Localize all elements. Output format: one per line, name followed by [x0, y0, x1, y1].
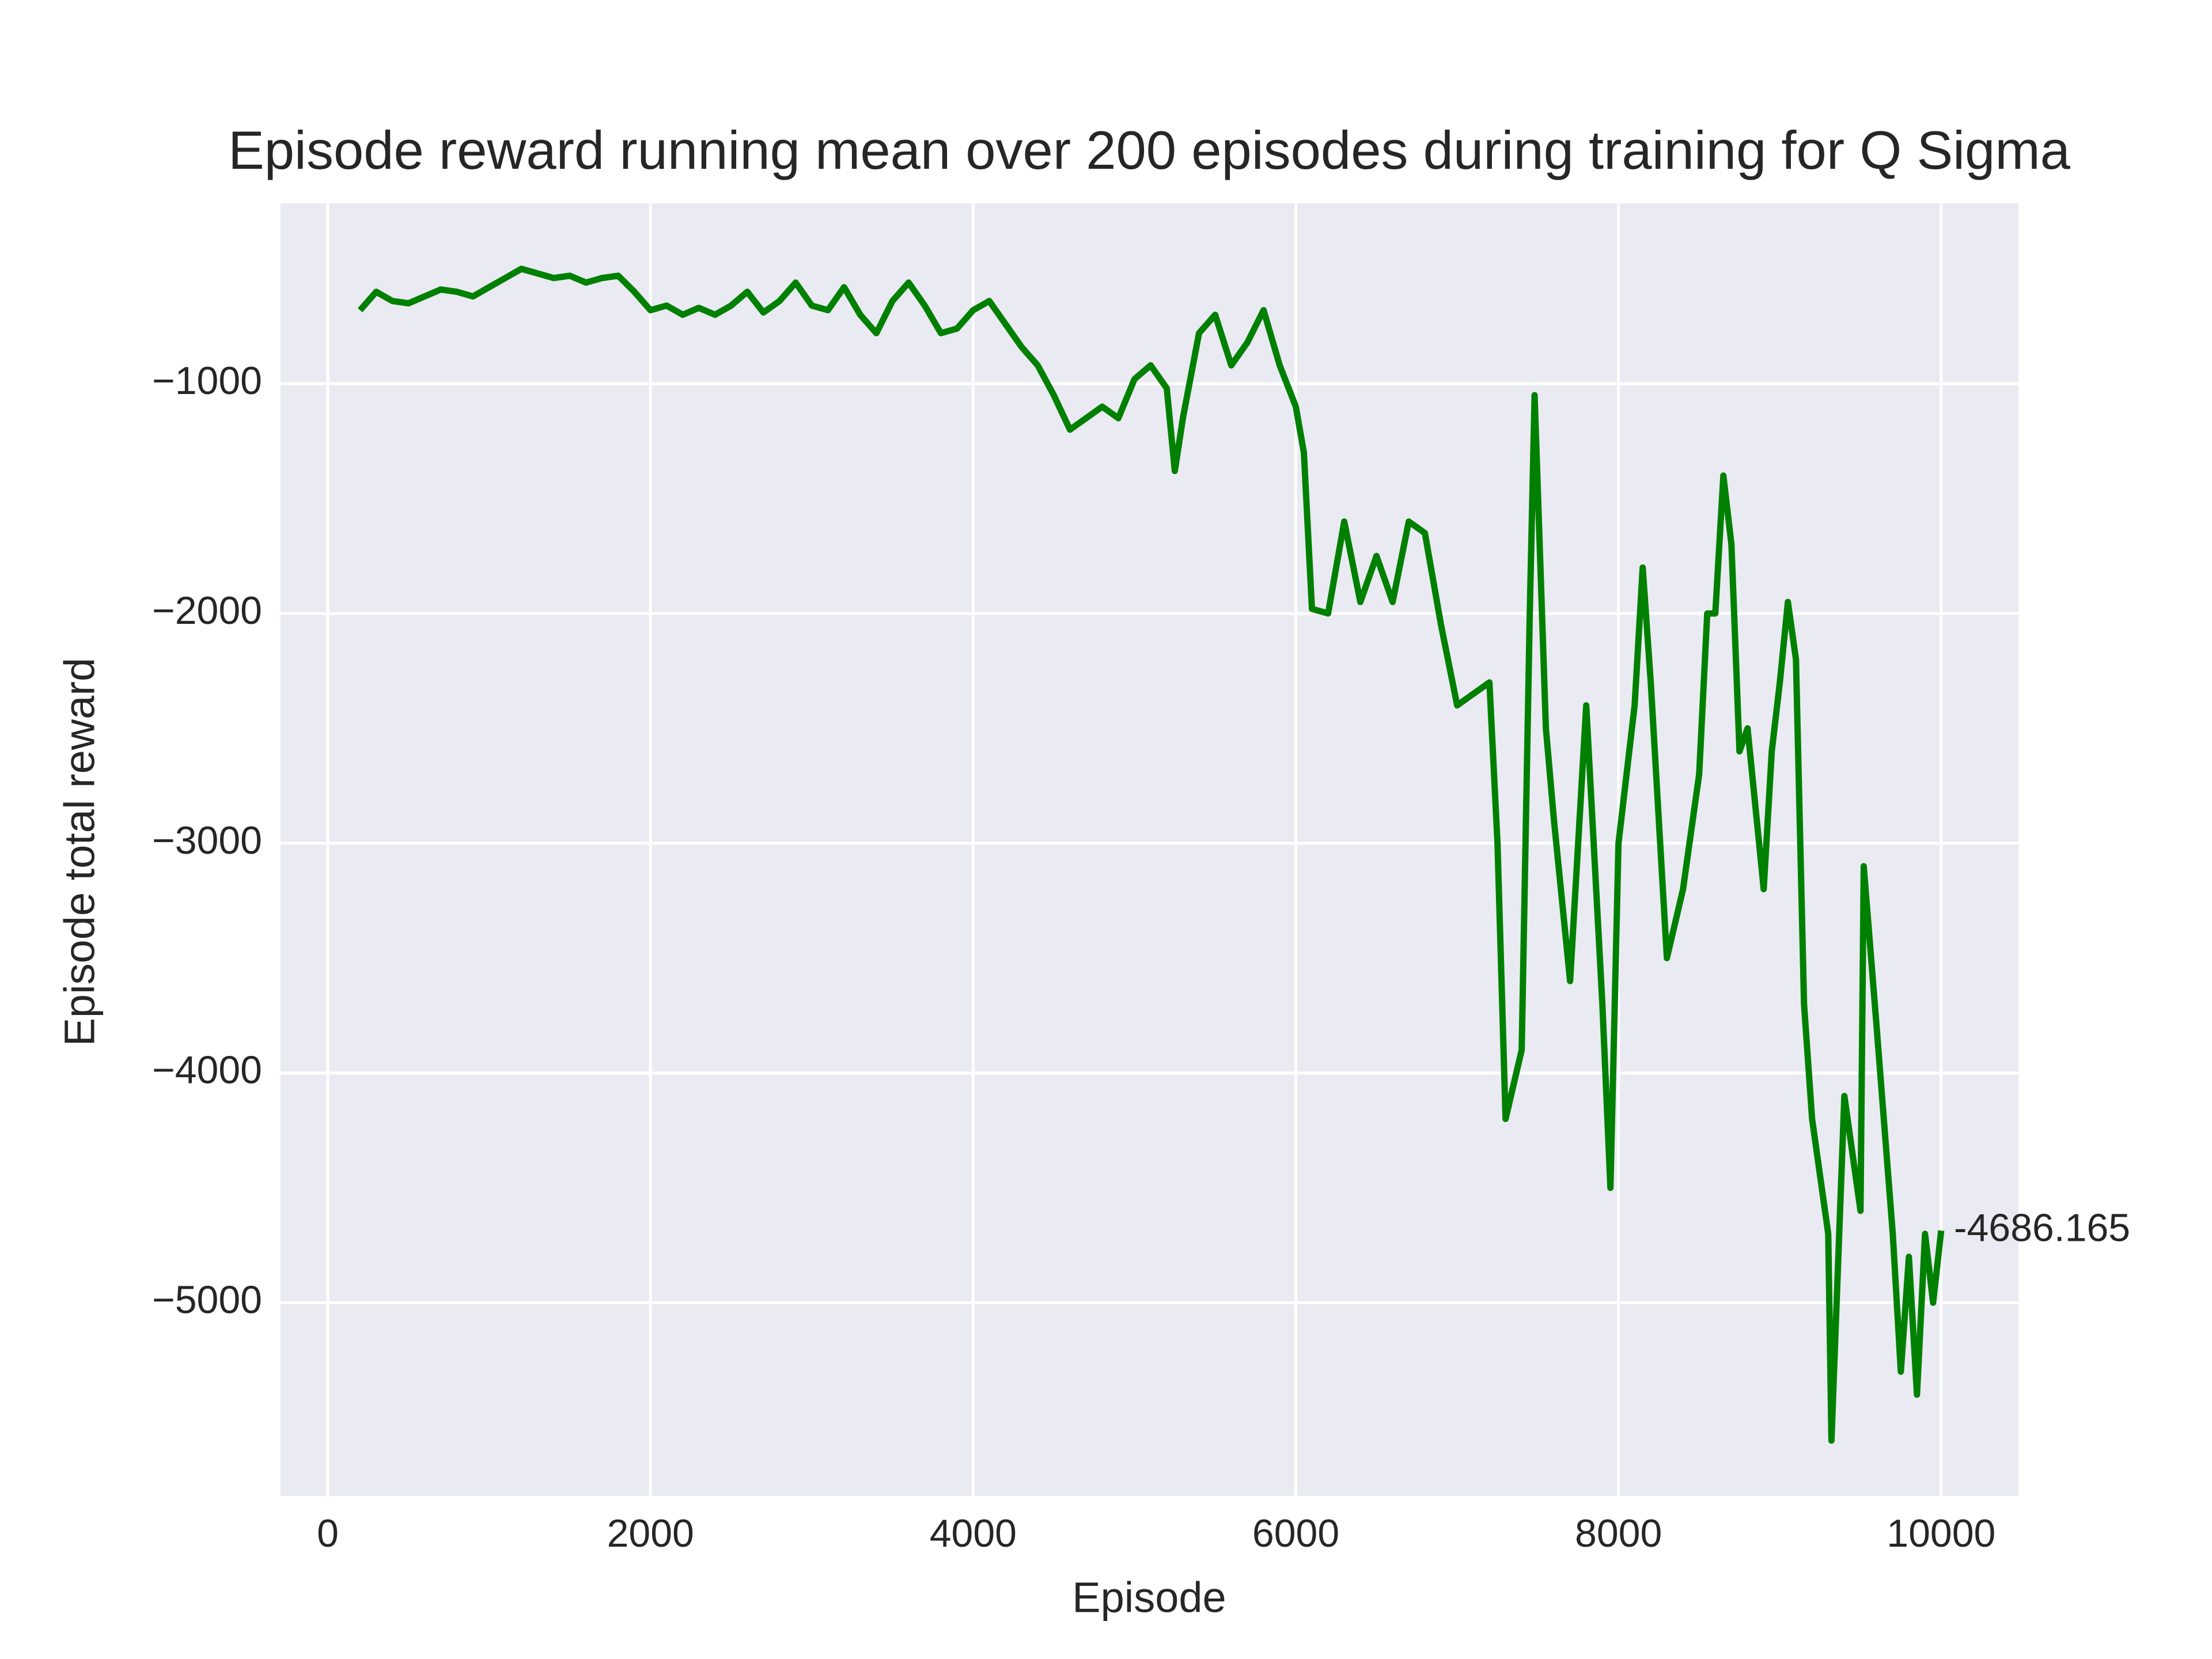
x-tick-label: 0 — [317, 1512, 339, 1555]
end-label: -4686.165 — [1954, 1206, 2130, 1249]
x-tick-label: 2000 — [607, 1512, 694, 1555]
y-tick-label: −1000 — [152, 359, 262, 403]
plot-area — [281, 203, 2018, 1496]
grid — [281, 203, 2018, 1496]
chart-title: Episode reward running mean over 200 epi… — [228, 120, 2071, 180]
marks — [357, 266, 1945, 1444]
y-tick-label: −2000 — [152, 589, 262, 632]
x-tick-label: 8000 — [1575, 1512, 1662, 1555]
y-tick-label: −3000 — [152, 819, 262, 862]
x-tick-label: 6000 — [1252, 1512, 1339, 1555]
x-tick-label: 10000 — [1887, 1512, 1995, 1555]
y-axis-label: Episode total reward — [56, 658, 104, 1047]
y-tick-label: −4000 — [152, 1048, 262, 1092]
data-line — [357, 266, 1945, 1444]
x-axis-label: Episode — [1072, 1574, 1226, 1622]
y-tick-label: −5000 — [152, 1278, 262, 1322]
x-tick-label: 4000 — [930, 1512, 1017, 1555]
